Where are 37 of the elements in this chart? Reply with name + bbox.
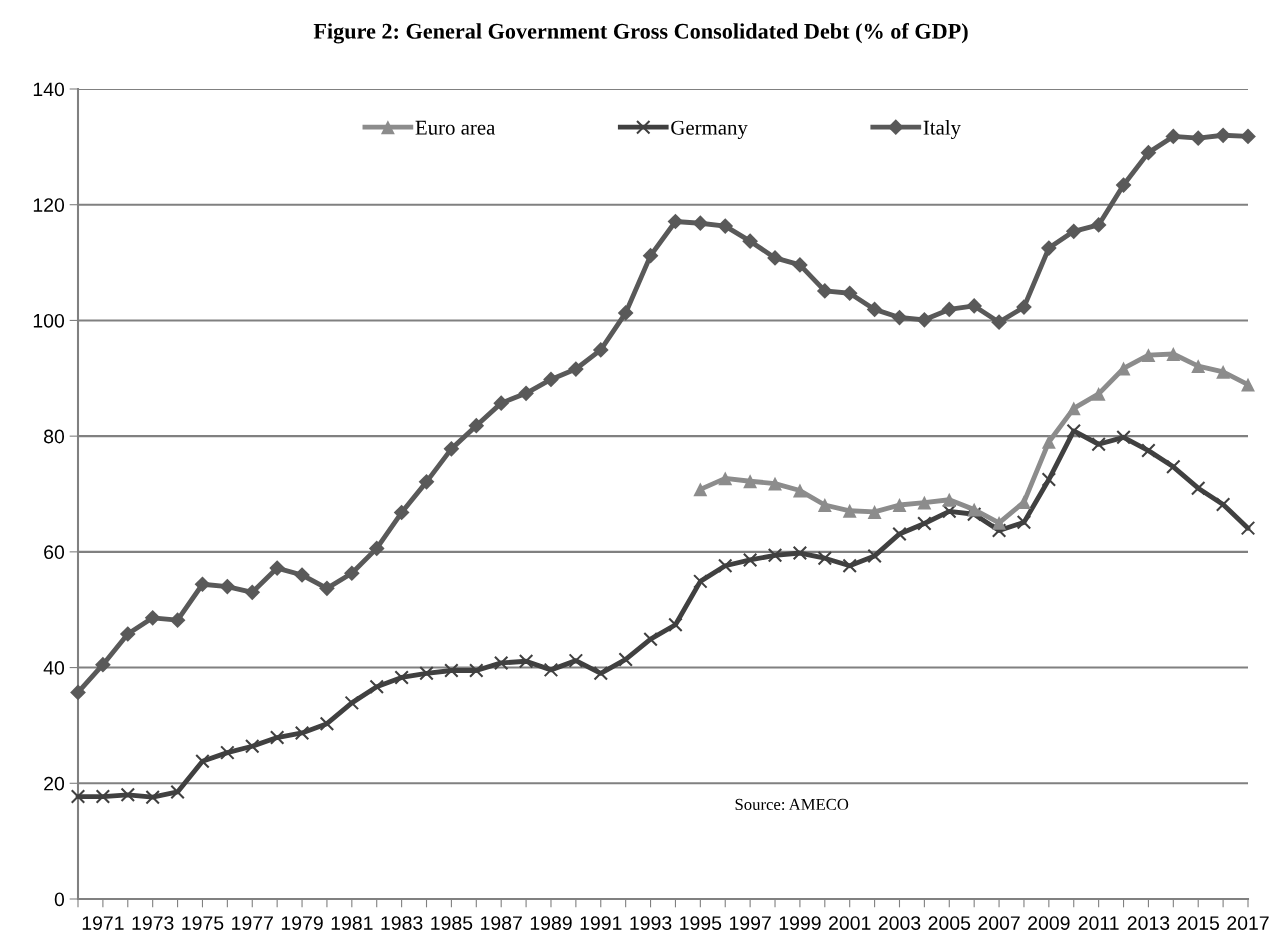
legend-label: Germany bbox=[671, 120, 748, 139]
x-tick-label: 1989 bbox=[530, 916, 572, 930]
annotation: Source: AMECO bbox=[735, 798, 849, 811]
x-tick-label: 1983 bbox=[381, 916, 423, 930]
y-tick-label: 20 bbox=[44, 776, 65, 791]
y-tick-label: 80 bbox=[44, 429, 65, 444]
legend-label: Euro area bbox=[415, 120, 496, 135]
y-tick-label: 60 bbox=[44, 545, 65, 560]
x-tick-label: 2005 bbox=[928, 916, 971, 930]
x-tick-label: 1979 bbox=[281, 916, 323, 930]
y-tick-label: 100 bbox=[33, 313, 65, 328]
x-tick-label: 1985 bbox=[431, 916, 473, 930]
x-tick-label: 1999 bbox=[779, 916, 821, 930]
x-tick-label: 1993 bbox=[630, 916, 672, 930]
x-tick-label: 2015 bbox=[1177, 916, 1220, 930]
x-tick-label: 1991 bbox=[580, 916, 622, 930]
x-tick-label: 1975 bbox=[182, 916, 224, 930]
x-tick-label: 2009 bbox=[1028, 916, 1070, 930]
x-tick-label: 2001 bbox=[829, 916, 871, 930]
chart-title: Figure 2: General Government Gross Consolidated Debt (% of GDP) bbox=[313, 22, 968, 44]
x-tick-label: 1971 bbox=[82, 916, 124, 930]
x-tick-label: 1977 bbox=[232, 916, 273, 930]
x-tick-label: 1997 bbox=[729, 916, 771, 930]
x-tick-label: 1987 bbox=[481, 916, 522, 930]
x-tick-label: 1981 bbox=[331, 916, 373, 930]
legend-label: Italy bbox=[923, 120, 961, 139]
x-tick-label: 2007 bbox=[978, 916, 1020, 930]
x-tick-label: 2011 bbox=[1078, 916, 1119, 930]
y-tick-label: 0 bbox=[54, 892, 65, 907]
x-tick-label: 1995 bbox=[680, 916, 722, 930]
y-tick-label: 40 bbox=[43, 661, 65, 675]
y-tick-label: 120 bbox=[33, 198, 65, 212]
x-tick-label: 2017 bbox=[1227, 916, 1269, 930]
x-tick-label: 2003 bbox=[878, 916, 921, 930]
x-tick-label: 2013 bbox=[1127, 916, 1170, 930]
x-tick-label: 1973 bbox=[132, 916, 174, 930]
y-tick-label: 140 bbox=[33, 82, 65, 97]
